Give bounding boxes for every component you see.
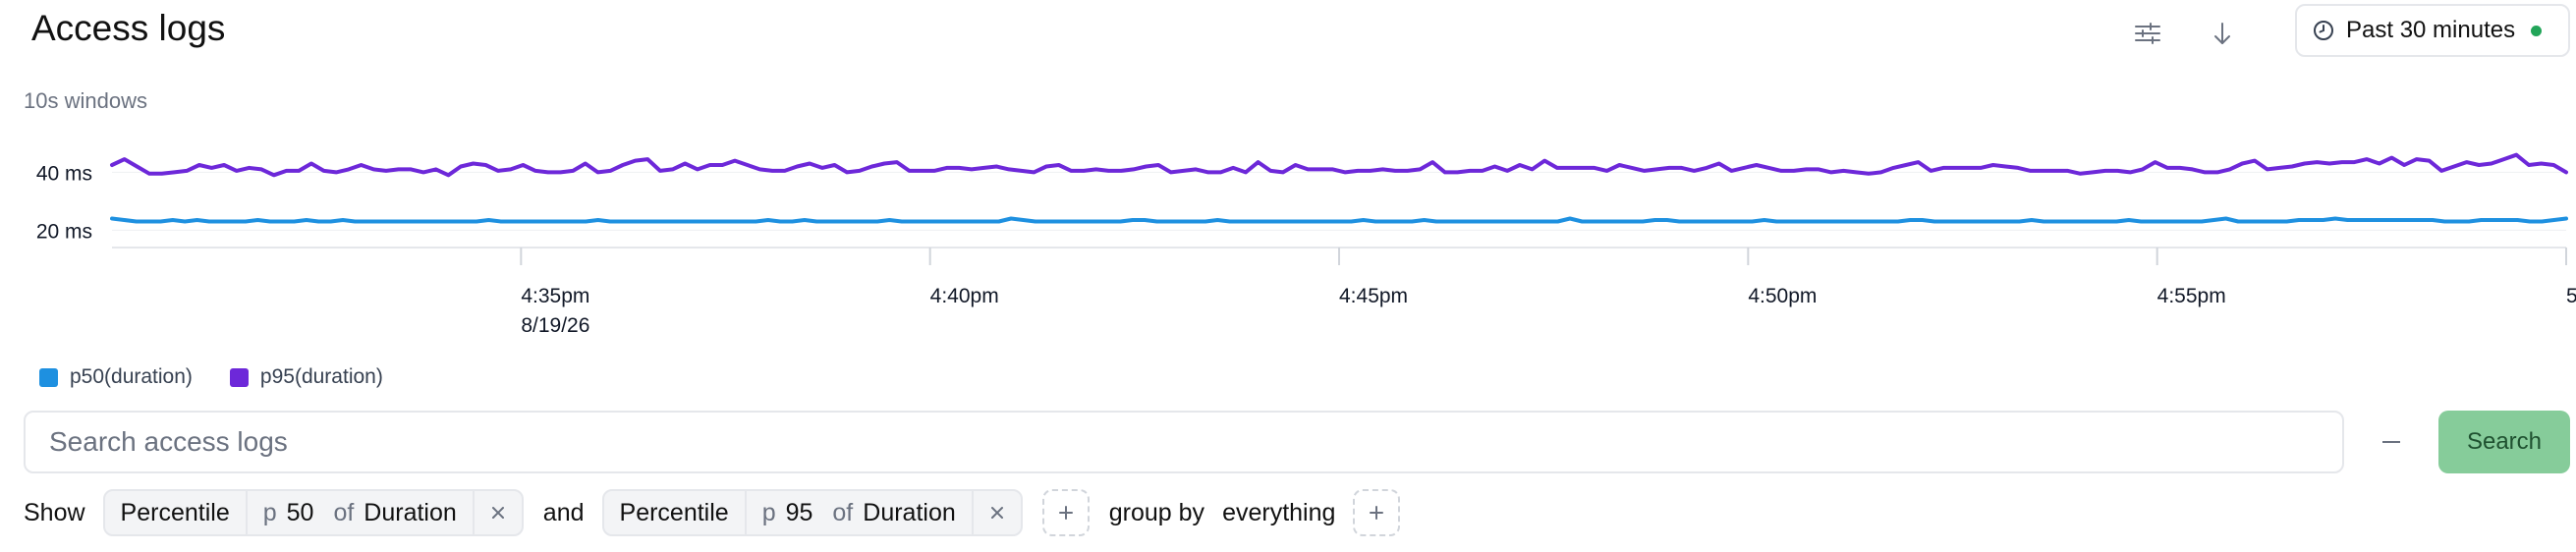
percentile-prefix: p [262,498,277,526]
percentile-value: 95 [785,498,813,526]
close-icon [990,507,1003,519]
remove-aggregation-button[interactable] [974,491,1021,534]
time-range-button[interactable]: Past 30 minutes [2295,4,2570,57]
minus-icon [2382,441,2400,443]
percentile-value: 50 [286,498,314,526]
show-label: Show [24,498,85,526]
aggregation-field: Duration [364,498,457,526]
series-line-p95-duration [110,152,2568,178]
collapse-query-button[interactable] [2370,420,2413,464]
x-tick-label: 4:35pm [521,285,589,307]
legend-swatch [229,367,249,387]
chart-subtitle: 10s windows [24,88,147,113]
legend-item-p50[interactable]: p50(duration) [39,365,193,389]
of-label: of [333,498,355,526]
remove-aggregation-button[interactable] [475,491,522,534]
plus-icon [1370,506,1384,520]
query-builder: Show Percentile p 50 of Duration and Per… [24,487,1420,538]
group-by-value[interactable]: everything [1222,498,1336,526]
percentile-value-select[interactable]: p 50 of Duration [248,491,475,534]
latency-chart: 40 ms 20 ms 4:35pm 8/19/26 4:40pm 4:45pm 4:50p… [36,152,2576,337]
sliders-icon [2135,23,2160,44]
legend-label: p95(duration) [259,365,383,388]
x-tick-label: 4:55pm [2157,285,2226,307]
aggregation-field: Duration [863,498,956,526]
legend-label: p50(duration) [70,365,193,388]
search-input[interactable] [24,411,2344,473]
aggregation-function-select[interactable]: Percentile [604,491,747,534]
chart-legend: p50(duration) p95(duration) [39,365,420,389]
close-icon [491,507,504,519]
x-tick-label: 4:40pm [930,285,999,307]
legend-swatch [39,367,58,387]
search-button[interactable]: Search [2438,411,2570,473]
clock-icon [2314,21,2333,40]
x-tick-label: 4:50pm [1748,285,1817,307]
live-status-dot [2531,25,2543,36]
add-aggregation-button[interactable] [1041,489,1090,536]
legend-item-p95[interactable]: p95(duration) [229,365,383,389]
y-tick-label: 40 ms [36,162,92,185]
filter-settings-button[interactable] [2126,14,2169,53]
arrow-down-icon [2214,23,2230,44]
add-group-by-button[interactable] [1353,489,1401,536]
of-label: of [832,498,854,526]
aggregation-chip-p95: Percentile p 95 of Duration [601,489,1023,536]
y-tick-label: 20 ms [36,220,92,243]
aggregation-function: Percentile [619,498,729,526]
aggregation-function-select[interactable]: Percentile [105,491,248,534]
time-range-label: Past 30 minutes [2346,17,2516,43]
aggregation-chip-p50: Percentile p 50 of Duration [102,489,524,536]
page-title: Access logs [31,8,226,48]
x-tick-sublabel: 8/19/26 [521,314,589,337]
plus-icon [1058,506,1073,520]
percentile-prefix: p [761,498,776,526]
series-line-p50-duration [110,216,2568,224]
x-tick-label: 5:00pm [2566,285,2576,307]
x-tick-label: 4:45pm [1339,285,1408,307]
download-button[interactable] [2201,14,2244,53]
and-label: and [542,498,585,526]
group-by-label: group by [1108,498,1205,526]
aggregation-function: Percentile [120,498,230,526]
percentile-value-select[interactable]: p 95 of Duration [747,491,974,534]
